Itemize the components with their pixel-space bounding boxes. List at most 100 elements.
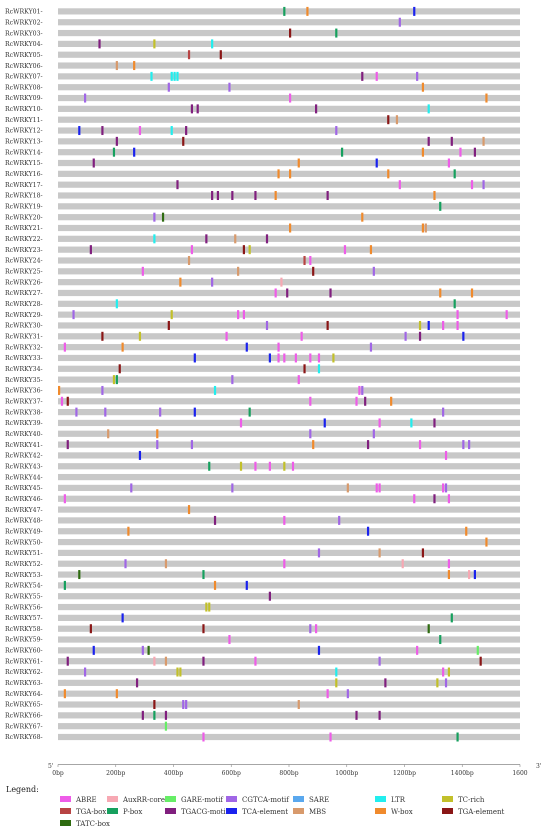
gene-label: RcWRKY07- [5, 74, 43, 81]
element-mark [465, 526, 468, 536]
element-mark [202, 570, 205, 580]
element-mark [78, 126, 81, 136]
gene-row: RcWRKY58- [5, 624, 520, 634]
legend-swatch [165, 796, 176, 802]
gene-label: RcWRKY63- [5, 680, 43, 687]
gene-label: RcWRKY04- [5, 41, 43, 48]
element-mark [231, 483, 234, 493]
gene-row: RcWRKY42- [5, 450, 520, 460]
promoter-bar [58, 463, 520, 470]
legend-title: Legend: [6, 785, 39, 794]
element-mark [456, 310, 459, 320]
element-mark [421, 548, 425, 558]
promoter-bar [58, 214, 520, 221]
x-axis: 5' 3' 0bp 200bp 400bp 600bp 800bp 1000bp 1200b… [48, 763, 542, 777]
gene-label: RcWRKY14- [5, 149, 43, 156]
x-tick-label: 600bp [222, 770, 241, 777]
element-mark [364, 396, 367, 406]
element-mark [101, 385, 104, 395]
element-mark [242, 245, 245, 255]
gene-label: RcWRKY46- [5, 496, 43, 503]
element-mark [283, 6, 286, 16]
element-mark [358, 385, 361, 395]
promoter-bar [58, 528, 520, 535]
element-mark [164, 710, 168, 720]
element-mark [447, 158, 451, 168]
element-mark [187, 255, 191, 265]
element-mark [427, 104, 430, 114]
element-mark [306, 6, 309, 16]
gene-label: RcWRKY38- [5, 409, 43, 416]
element-mark [242, 310, 245, 320]
element-mark [98, 39, 101, 49]
element-mark [361, 385, 364, 395]
element-mark [283, 353, 286, 363]
promoter-bar [58, 582, 520, 589]
legend-label: ABRE [75, 796, 97, 804]
promoter-bar [58, 387, 520, 394]
element-mark [182, 136, 185, 146]
element-mark [338, 515, 341, 525]
element-mark [309, 429, 312, 439]
legend-label: TGA-box [76, 808, 106, 816]
gene-row: RcWRKY34- [5, 364, 520, 374]
element-mark [115, 61, 118, 71]
element-mark [378, 483, 381, 493]
promoter-bar [58, 679, 520, 686]
element-mark [289, 93, 292, 103]
gene-row: RcWRKY18- [5, 191, 520, 201]
gene-label: RcWRKY52- [5, 561, 43, 568]
element-mark [190, 440, 194, 450]
legend-item: AuxRR-core [107, 796, 165, 804]
promoter-bar [58, 701, 520, 708]
element-mark [135, 678, 139, 688]
element-mark [470, 180, 474, 190]
gene-row: RcWRKY33- [5, 353, 520, 363]
element-mark [138, 331, 142, 341]
x-tick-label: 0bp [52, 770, 64, 777]
gene-label: RcWRKY64- [5, 691, 43, 698]
element-mark [164, 559, 168, 569]
element-mark [300, 331, 303, 341]
element-mark [317, 548, 321, 558]
element-mark [309, 396, 312, 406]
gene-label: RcWRKY15- [5, 160, 43, 167]
promoter-bar [58, 279, 520, 286]
element-mark [141, 710, 144, 720]
element-mark [167, 82, 170, 92]
gene-row: RcWRKY36- [5, 385, 520, 395]
gene-row: RcWRKY40- [5, 429, 520, 439]
gene-label: RcWRKY30- [5, 323, 43, 330]
promoter-bar [58, 484, 520, 492]
gene-row: RcWRKY49- [5, 526, 520, 536]
element-mark [118, 364, 121, 374]
element-mark [213, 515, 217, 525]
element-mark [314, 624, 318, 634]
element-mark [167, 320, 170, 330]
gene-label: RcWRKY44- [5, 474, 43, 481]
element-mark [254, 461, 257, 471]
gene-row: RcWRKY63- [5, 678, 520, 688]
element-mark [205, 234, 208, 244]
element-mark [384, 678, 387, 688]
promoter-bar [58, 268, 520, 275]
gene-row: RcWRKY54- [5, 580, 520, 590]
promoter-bar [58, 398, 520, 405]
promoter-bar [58, 549, 520, 556]
promoter-bar [58, 517, 520, 524]
element-mark [329, 732, 332, 742]
gene-row: RcWRKY17- [5, 180, 520, 190]
gene-label: RcWRKY16- [5, 171, 43, 178]
legend-swatch [226, 808, 237, 814]
element-mark [433, 494, 436, 504]
promoter-bar [58, 409, 520, 416]
gene-row: RcWRKY37- [5, 396, 520, 406]
legend-swatch [442, 796, 453, 802]
element-mark [485, 93, 488, 103]
gene-row: RcWRKY19- [5, 201, 520, 211]
promoter-bar [58, 235, 520, 242]
gene-row: RcWRKY67- [5, 721, 520, 731]
promoter-bar [58, 636, 520, 643]
promoter-bar [58, 506, 520, 513]
